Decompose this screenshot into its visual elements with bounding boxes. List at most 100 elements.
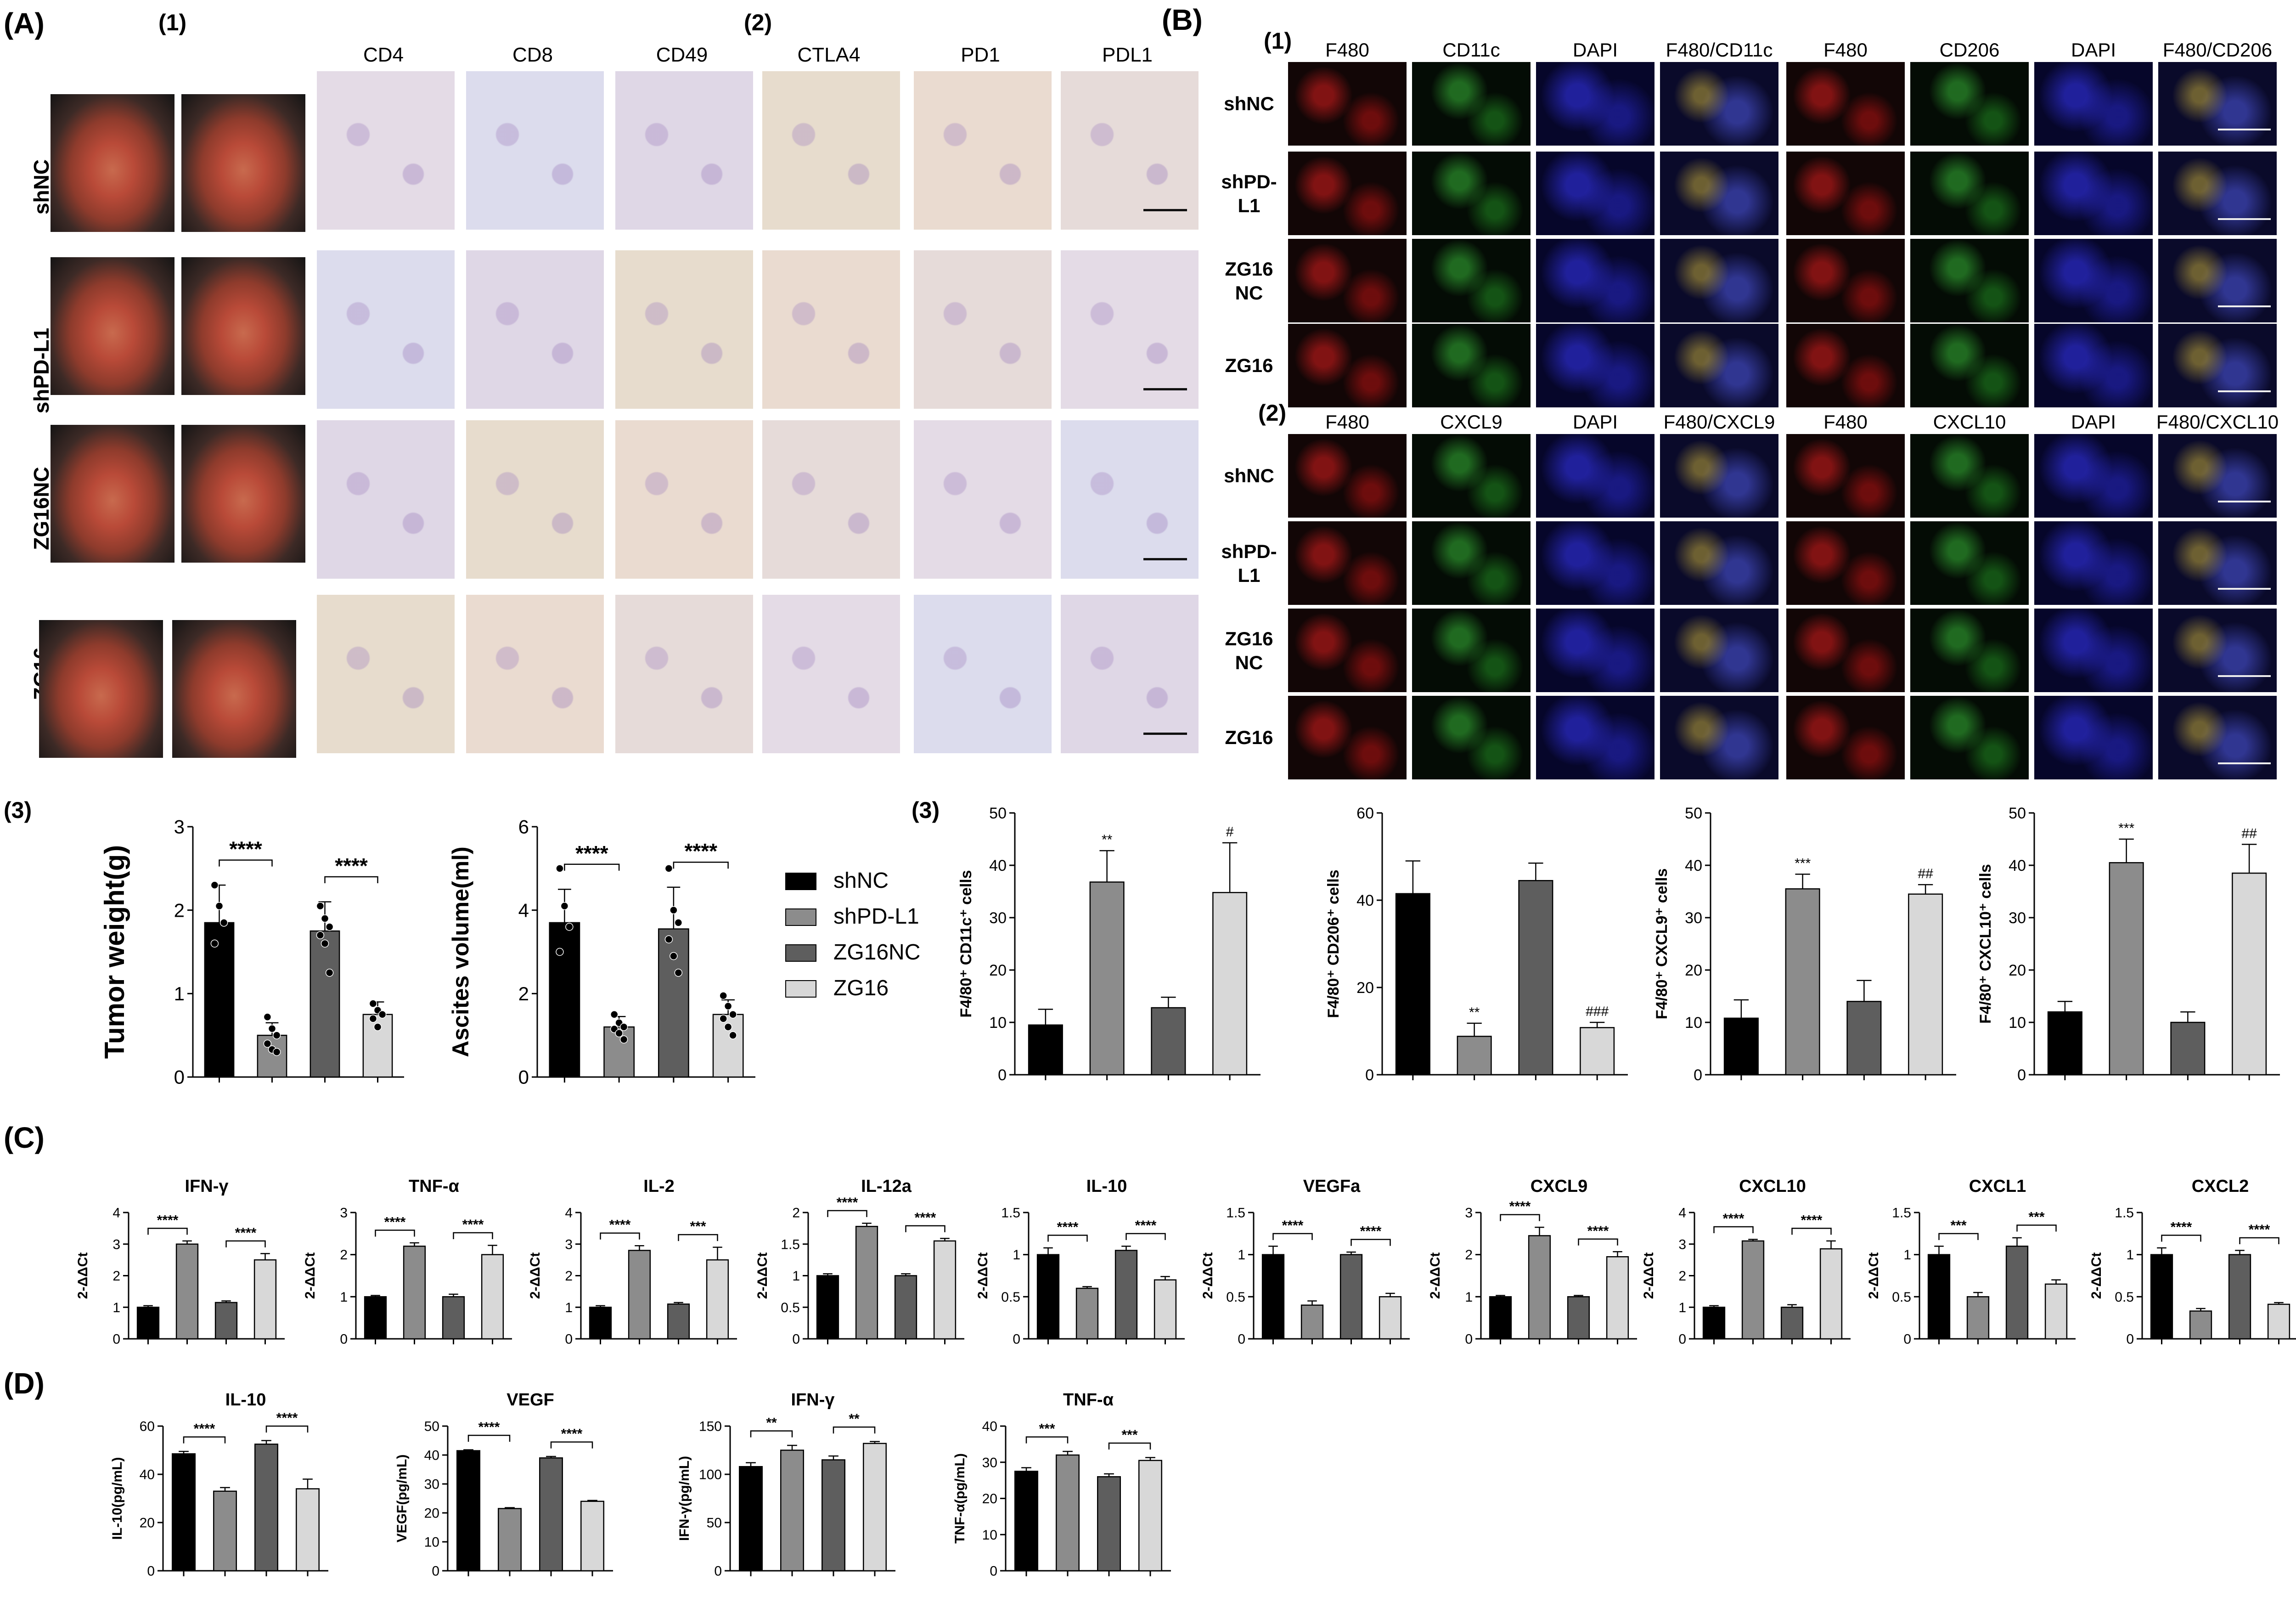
fluor-row-label: ZG16 bbox=[1212, 726, 1286, 750]
bar bbox=[2005, 1246, 2029, 1340]
y-tick-label: 20 bbox=[982, 1491, 997, 1506]
fluor-image-cxcl9 bbox=[1412, 609, 1531, 692]
fluor-image-f480-cd11c bbox=[1660, 324, 1778, 407]
significance-label: *** bbox=[1795, 856, 1811, 871]
bar bbox=[1212, 892, 1248, 1076]
fluor-row-label: shPD- L1 bbox=[1212, 540, 1286, 587]
legend-swatch bbox=[785, 873, 816, 890]
y-tick-label: 0 bbox=[1365, 1066, 1374, 1084]
fluor-row-label-line: NC bbox=[1235, 282, 1263, 304]
significance-label: ** bbox=[849, 1411, 860, 1427]
bar bbox=[254, 1444, 278, 1572]
mouse-photo-zg16nc-2 bbox=[181, 425, 305, 563]
fluor-image-cd11c bbox=[1412, 239, 1531, 322]
fluor-col-label: DAPI bbox=[1572, 411, 1618, 433]
fluor-row-label-line: L1 bbox=[1238, 195, 1261, 216]
data-point bbox=[719, 992, 727, 1000]
ihc-image-shpdl1-pd1 bbox=[914, 250, 1052, 409]
bar bbox=[933, 1240, 957, 1340]
fluor-image-dapi bbox=[2034, 152, 2153, 235]
y-tick-label: 150 bbox=[699, 1419, 722, 1434]
scale-bar bbox=[1143, 558, 1187, 560]
data-point bbox=[268, 1024, 276, 1033]
legend-item: shPD-L1 bbox=[785, 904, 969, 931]
data-point bbox=[674, 969, 683, 977]
fluor-image-f480-cxcl9 bbox=[1660, 609, 1778, 692]
y-axis-label: TNF-α(pg/mL) bbox=[952, 1453, 968, 1544]
data-point bbox=[556, 864, 564, 873]
y-tick-label: 20 bbox=[989, 962, 1007, 979]
fluor-image-f480 bbox=[1288, 62, 1407, 146]
bar bbox=[498, 1508, 522, 1572]
bar bbox=[1300, 1304, 1324, 1340]
y-tick-label: 0 bbox=[1238, 1332, 1245, 1347]
mouse-photo-shnc-1 bbox=[51, 94, 174, 232]
ihc-image-zg16nc-pdl1 bbox=[1061, 420, 1199, 579]
y-tick-label: 40 bbox=[2009, 857, 2026, 874]
data-point bbox=[560, 902, 569, 910]
bar bbox=[1780, 1307, 1804, 1340]
fluor-image-dapi bbox=[1536, 521, 1654, 605]
y-tick-label: 2 bbox=[1465, 1247, 1473, 1263]
fluor-image-cd11c bbox=[1412, 324, 1531, 407]
data-point bbox=[272, 1048, 281, 1056]
scale-bar bbox=[2218, 218, 2271, 220]
bar bbox=[1785, 888, 1820, 1076]
mouse-photo-shpdl1-1 bbox=[51, 257, 174, 395]
fluor-row-label: shPD- L1 bbox=[1212, 170, 1286, 218]
significance-label: **** bbox=[235, 1225, 257, 1241]
fluor-image-dapi bbox=[1536, 434, 1654, 518]
fluor-row-label-line: ZG16 bbox=[1225, 727, 1273, 748]
bar bbox=[403, 1246, 426, 1340]
significance-label: ** bbox=[1469, 1005, 1480, 1020]
fluor-row-label: ZG16 NC bbox=[1212, 627, 1286, 675]
significance-label: **** bbox=[1057, 1220, 1079, 1235]
y-tick-label: 4 bbox=[1678, 1206, 1686, 1221]
scale-bar bbox=[2218, 305, 2271, 307]
significance-label: **** bbox=[1801, 1213, 1823, 1228]
fluor-image-cd206 bbox=[1910, 239, 2029, 322]
y-tick-label: 10 bbox=[982, 1528, 997, 1543]
significance-label: **** bbox=[1509, 1199, 1531, 1214]
significance-bracket bbox=[467, 1434, 511, 1442]
bar bbox=[1489, 1296, 1512, 1340]
panel-label-b1: (1) bbox=[1264, 28, 1292, 54]
y-tick-label: 0 bbox=[1465, 1332, 1473, 1347]
significance-label: ### bbox=[1586, 1004, 1609, 1019]
fluor-image-f480 bbox=[1786, 239, 1905, 322]
significance-bracket bbox=[219, 859, 273, 867]
ihc-image-zg16nc-cd4 bbox=[317, 420, 455, 579]
y-axis-label: F4/80⁺ CXCL10⁺ cells bbox=[1977, 864, 1994, 1024]
fluor-image-f480-cxcl9 bbox=[1660, 521, 1778, 605]
y-axis-label: 2-ΔΔCt bbox=[528, 1252, 543, 1299]
significance-bracket bbox=[564, 863, 620, 871]
bar bbox=[1138, 1460, 1162, 1572]
chart-title: IL-12a bbox=[861, 1177, 912, 1196]
bar bbox=[136, 1307, 160, 1340]
bar bbox=[1846, 1001, 1882, 1076]
bar bbox=[2047, 1011, 2082, 1076]
y-tick-label: 0 bbox=[2017, 1066, 2026, 1084]
fluor-image-f480-cxcl9 bbox=[1660, 696, 1778, 779]
y-tick-label: 0 bbox=[1678, 1332, 1686, 1347]
y-tick-label: 10 bbox=[989, 1014, 1007, 1032]
y-axis-label: F4/80⁺ CXCL9⁺ cells bbox=[1653, 869, 1671, 1020]
bar bbox=[780, 1450, 804, 1572]
y-tick-label: 0 bbox=[340, 1332, 348, 1347]
ihc-image-shpdl1-cd49 bbox=[615, 250, 753, 409]
ihc-image-zg16-cd8 bbox=[466, 595, 604, 753]
bar bbox=[2267, 1303, 2290, 1340]
significance-bracket bbox=[2161, 1235, 2201, 1242]
chart-title: IFN-γ bbox=[791, 1390, 835, 1410]
y-axis-label: 2-ΔΔCt bbox=[303, 1252, 318, 1299]
fluor-row-label-line: shNC bbox=[1224, 93, 1274, 114]
ihc-image-shpdl1-cd8 bbox=[466, 250, 604, 409]
ihc-col-label-cd4: CD4 bbox=[363, 44, 404, 66]
chart-title: CXCL9 bbox=[1531, 1177, 1588, 1196]
bar bbox=[364, 1296, 387, 1340]
bar bbox=[310, 930, 340, 1078]
legend-label: ZG16NC bbox=[833, 940, 921, 965]
bar bbox=[1261, 1254, 1285, 1340]
legend-label: shNC bbox=[833, 869, 889, 893]
mouse-photo-zg16-2 bbox=[172, 620, 296, 758]
